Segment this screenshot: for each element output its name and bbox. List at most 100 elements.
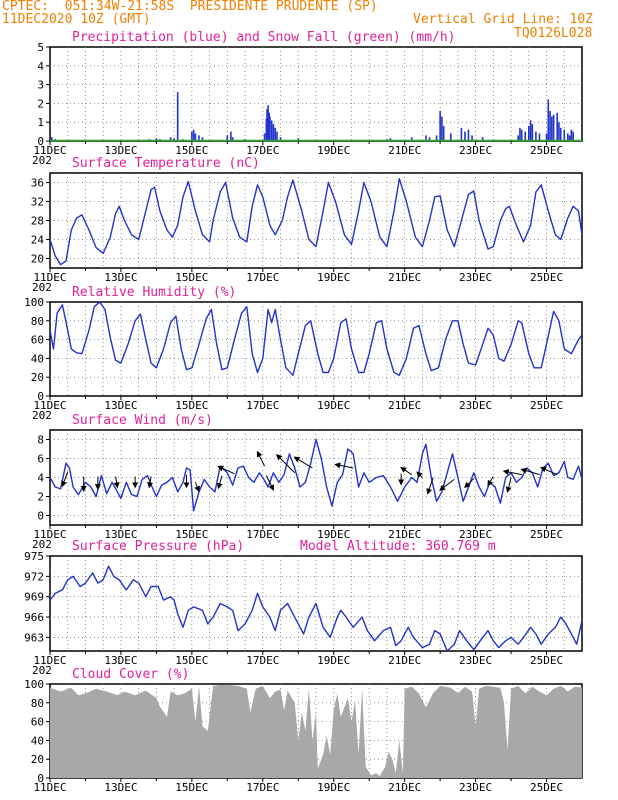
humidity-xtick-label: 19DEC (317, 399, 350, 412)
wind-arrow (293, 456, 313, 469)
cloud-ytick-label: 0 (37, 772, 44, 785)
wind-arrow (194, 482, 200, 493)
precip-bar (176, 92, 179, 141)
precip-bar (529, 120, 532, 141)
humidity-line (50, 302, 582, 376)
temp-xtick-label: 11DEC (33, 271, 66, 284)
precip-bar (230, 131, 232, 141)
humidity-ytick-label: 100 (24, 296, 44, 309)
precip-bar (50, 137, 53, 141)
cloud-ytick-label: 20 (31, 753, 44, 766)
precip-bar (519, 127, 521, 141)
wind-arrow (400, 466, 413, 476)
wind-xtick-label: 13DEC (104, 528, 137, 541)
cloud-title: Cloud Cover (%) (72, 667, 189, 682)
precip-xtick-label: 19DEC (317, 144, 350, 157)
wind-xtick-label: 19DEC (317, 528, 350, 541)
wind-arrow (334, 462, 354, 469)
precip-bar (538, 133, 541, 141)
precip-xtick-label: 17DEC (246, 144, 279, 157)
precip-bar (267, 105, 269, 141)
precip-bar (276, 131, 278, 141)
grid-line-note: Vertical Grid Line: 10Z (413, 12, 594, 27)
precip-xtick-label: 23DEC (459, 144, 492, 157)
wind-arrow (416, 471, 423, 478)
precip-bar (173, 138, 175, 141)
cloud-xtick-label: 21DEC (388, 781, 421, 794)
wind-arrow (217, 465, 235, 475)
wind-ytick-label: 4 (37, 472, 44, 485)
wind-ytick-label: 0 (37, 510, 44, 523)
precip-bar (274, 127, 277, 141)
precip-bar (572, 131, 574, 141)
cloud-xtick-label: 19DEC (317, 781, 350, 794)
cloud-ytick-label: 80 (31, 697, 44, 710)
station-header: CPTEC: 051:34W-21:58S PRESIDENTE PRUDENT… (2, 0, 378, 14)
precip-bar (467, 129, 470, 141)
humidity-ytick-label: 40 (31, 352, 44, 365)
precip-bar (570, 129, 573, 141)
pressure-ytick-label: 969 (24, 591, 44, 604)
precip-bar (460, 127, 463, 141)
wind-arrow (439, 478, 455, 491)
precip-xtick-label: 15DEC (175, 144, 208, 157)
wind-arrow (502, 469, 522, 476)
pressure-xtick-label: 23DEC (459, 654, 492, 667)
wind-arrow (265, 475, 274, 491)
precip-frame (49, 46, 583, 142)
temp-xtick-label: 23DEC (459, 271, 492, 284)
precip-bar (297, 138, 300, 141)
precip-bar (520, 129, 523, 141)
wind-arrow (505, 477, 512, 493)
humidity-series (50, 302, 582, 376)
precip-cut-label: 202 (32, 154, 52, 167)
precip-bar (269, 116, 271, 141)
precip-bar (410, 137, 413, 141)
precip-bar (531, 124, 534, 141)
precip-bar (441, 116, 443, 141)
precip-bar (169, 137, 172, 141)
precip-bar (226, 135, 229, 141)
wind-title: Surface Wind (m/s) (72, 413, 213, 428)
cloud-xtick-label: 25DEC (530, 781, 563, 794)
wind-arrow (487, 476, 494, 487)
humidity-xtick-label: 25DEC (530, 399, 563, 412)
humidity-xtick-label: 23DEC (459, 399, 492, 412)
cloud-xtick-label: 13DEC (104, 781, 137, 794)
precip-bar (556, 112, 558, 141)
humidity-cut-label: 202 (32, 409, 52, 422)
humidity-xtick-label: 17DEC (246, 399, 279, 412)
pressure-title: Surface Pressure (hPa) (72, 539, 244, 554)
precip-bar (464, 131, 466, 141)
wind-arrow (426, 477, 434, 495)
precip-bar (549, 110, 551, 141)
precip-bar (547, 99, 550, 141)
wind-ytick-label: 2 (37, 491, 44, 504)
precip-bar (425, 135, 427, 141)
humidity-xtick-label: 11DEC (33, 399, 66, 412)
wind-arrow (276, 454, 296, 474)
precip-bar (567, 133, 569, 141)
pressure-series (50, 565, 582, 651)
precip-xtick-label: 25DEC (530, 144, 563, 157)
precip-ytick-label: 5 (37, 41, 44, 54)
temp-xtick-label: 15DEC (175, 271, 208, 284)
wind-ytick-label: 6 (37, 453, 44, 466)
humidity-ytick-label: 60 (31, 334, 44, 347)
precip-bar (552, 114, 555, 141)
wind-xtick-label: 21DEC (388, 528, 421, 541)
precip-bar (449, 133, 452, 141)
precip-title: Precipitation (blue) and Snow Fall (gree… (72, 30, 456, 45)
temp-ytick-label: 32 (31, 196, 44, 209)
precip-bar (558, 122, 560, 141)
precip-bar (568, 135, 571, 141)
temp-line (50, 178, 582, 266)
pressure-ytick-label: 963 (24, 631, 44, 644)
cloud-xtick-label: 23DEC (459, 781, 492, 794)
cloud-cover-area (50, 684, 582, 778)
precip-bar (442, 125, 445, 141)
temp-ytick-label: 36 (31, 177, 44, 190)
temp-title: Surface Temperature (nC) (72, 156, 260, 171)
temp-xtick-label: 21DEC (388, 271, 421, 284)
wind-arrow (520, 467, 540, 476)
